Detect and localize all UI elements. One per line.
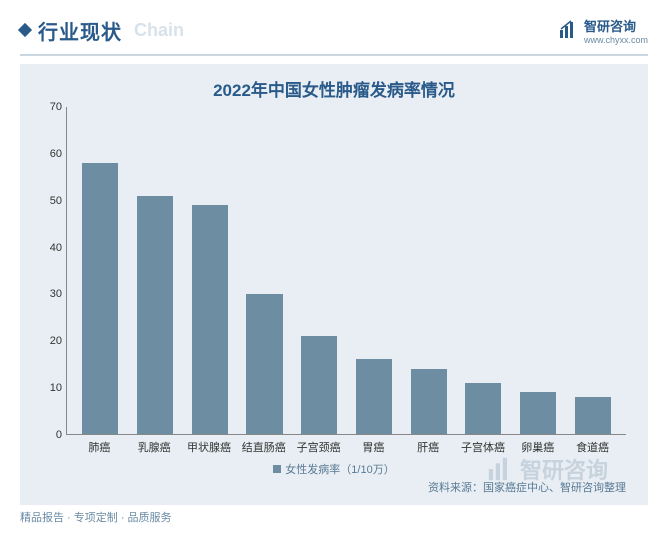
- bar: [356, 359, 392, 434]
- bar: [520, 392, 556, 434]
- header-left: 行业现状 Chain: [20, 16, 184, 45]
- bar-slot: [456, 107, 511, 434]
- x-tick-label: 子宫体癌: [456, 435, 511, 455]
- y-tick-label: 0: [56, 429, 62, 441]
- y-tick-label: 10: [50, 382, 62, 394]
- bar: [411, 369, 447, 434]
- x-tick-label: 卵巢癌: [510, 435, 565, 455]
- plot-area: 010203040506070: [42, 107, 626, 435]
- page-container: 行业现状 Chain 智研咨询 www.chyxx.com 2022年中国女性肿…: [0, 0, 668, 533]
- x-tick-label: 肝癌: [401, 435, 456, 455]
- source-line: 资料来源：国家癌症中心、智研咨询整理: [42, 479, 626, 495]
- bar: [246, 294, 282, 434]
- bar: [575, 397, 611, 434]
- brand-url: www.chyxx.com: [584, 35, 648, 45]
- legend: 女性发病率（1/10万）: [42, 461, 626, 477]
- bar-slot: [73, 107, 128, 434]
- chart-frame: 2022年中国女性肿瘤发病率情况 0 10 20 30 40 50 60 70 肺癌乳腺癌甲状…: [20, 64, 648, 505]
- bar-slot: [292, 107, 347, 434]
- y-tick-label: 20: [50, 335, 62, 347]
- y-tick-label: 50: [50, 195, 62, 207]
- bar-slot: [401, 107, 456, 434]
- bullet-icon: [18, 23, 32, 37]
- x-tick-label: 乳腺癌: [127, 435, 182, 455]
- footer-text: 精品报告 · 专项定制 · 品质服务: [20, 509, 648, 525]
- x-tick-label: 结直肠癌: [236, 435, 291, 455]
- bars-region: [66, 107, 626, 435]
- x-tick-label: 食道癌: [565, 435, 620, 455]
- bar: [465, 383, 501, 434]
- bar-slot: [565, 107, 620, 434]
- legend-swatch: [273, 465, 281, 473]
- brand-name: 智研咨询: [584, 16, 636, 35]
- bar: [301, 336, 337, 434]
- x-tick-label: 胃癌: [346, 435, 401, 455]
- faded-watermark-text: Chain: [134, 20, 184, 41]
- header-divider: [20, 54, 648, 56]
- bar: [82, 163, 118, 434]
- chart-title: 2022年中国女性肿瘤发病率情况: [42, 76, 626, 101]
- bar-slot: [128, 107, 183, 434]
- y-tick-label: 30: [50, 288, 62, 300]
- header: 行业现状 Chain 智研咨询 www.chyxx.com: [20, 10, 648, 50]
- bar-slot: [182, 107, 237, 434]
- bar: [192, 205, 228, 434]
- x-tick-label: 肺癌: [72, 435, 127, 455]
- x-axis-labels: 肺癌乳腺癌甲状腺癌结直肠癌子宫颈癌胃癌肝癌子宫体癌卵巢癌食道癌: [66, 435, 626, 455]
- brand-block: 智研咨询 www.chyxx.com: [558, 16, 648, 45]
- x-tick-label: 甲状腺癌: [182, 435, 237, 455]
- bar: [137, 196, 173, 434]
- y-tick-label: 60: [50, 148, 62, 160]
- y-tick-label: 70: [50, 101, 62, 113]
- bar-slot: [237, 107, 292, 434]
- brand-logo-icon: [558, 20, 578, 40]
- legend-label: 女性发病率（1/10万）: [285, 461, 394, 477]
- y-tick-label: 40: [50, 242, 62, 254]
- bar-slot: [511, 107, 566, 434]
- y-axis: 010203040506070: [42, 107, 66, 435]
- x-tick-label: 子宫颈癌: [291, 435, 346, 455]
- section-title: 行业现状: [38, 16, 122, 45]
- bar-slot: [347, 107, 402, 434]
